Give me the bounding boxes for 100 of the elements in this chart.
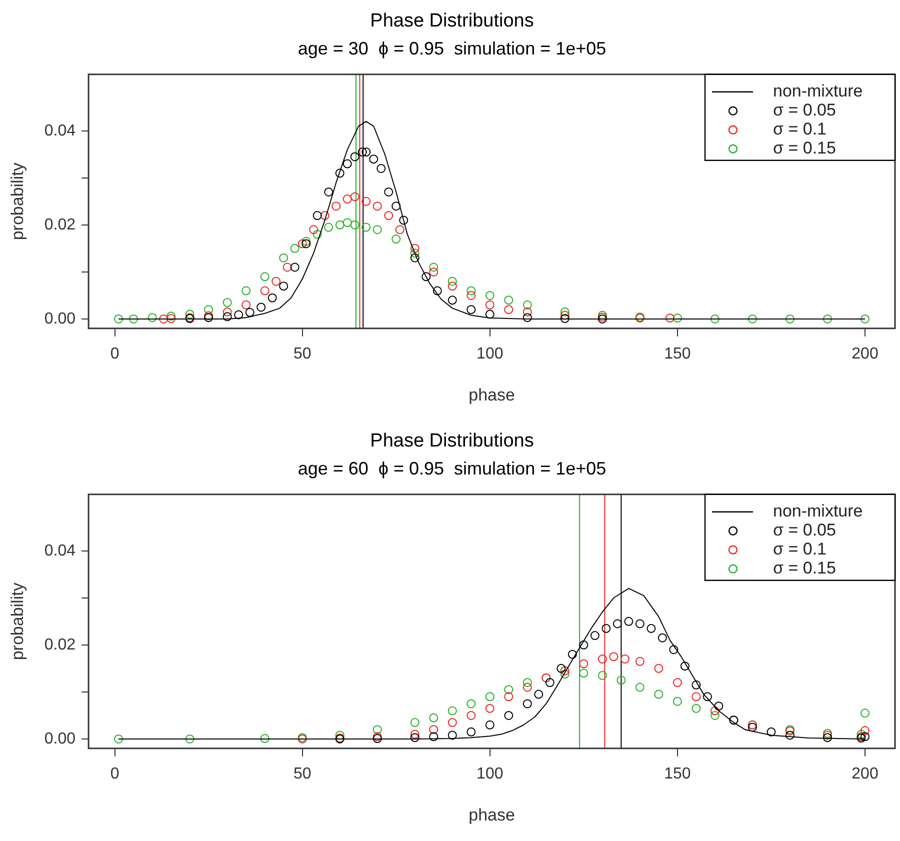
- point: [410, 253, 420, 262]
- point: [710, 706, 720, 716]
- point: [384, 187, 394, 196]
- point: [466, 286, 476, 296]
- point: [669, 645, 678, 654]
- point: [298, 239, 307, 248]
- point: [448, 282, 457, 291]
- point: [410, 730, 420, 739]
- point: [485, 692, 494, 702]
- x-tick-label: 200: [852, 345, 878, 362]
- point: [504, 305, 514, 314]
- point: [320, 211, 330, 220]
- point: [309, 225, 318, 234]
- point: [658, 633, 667, 642]
- point: [672, 696, 682, 706]
- x-axis-title: phase: [468, 805, 515, 824]
- point: [522, 307, 532, 316]
- point: [448, 296, 457, 305]
- point: [350, 220, 360, 230]
- chart-title: Phase Distributions: [370, 10, 534, 32]
- point: [710, 710, 720, 720]
- point: [279, 282, 288, 291]
- y-tick-label: 0.00: [44, 310, 76, 328]
- point: [429, 267, 438, 276]
- point: [429, 713, 438, 722]
- point: [234, 310, 244, 320]
- chart-subtitle: age = 60 ϕ = 0.95 simulation = 1e+05: [298, 458, 606, 479]
- point: [646, 624, 656, 633]
- x-tick-label: 150: [664, 345, 691, 362]
- point: [504, 710, 514, 720]
- point: [448, 730, 457, 740]
- point: [312, 230, 322, 239]
- point: [556, 664, 566, 673]
- point: [372, 725, 382, 734]
- point: [335, 168, 344, 178]
- point: [324, 187, 334, 196]
- point: [429, 262, 438, 272]
- point: [362, 222, 371, 232]
- y-axis-title: probability: [8, 582, 27, 660]
- point: [222, 298, 232, 308]
- point: [692, 704, 701, 713]
- point: [204, 305, 214, 314]
- point: [702, 692, 712, 702]
- point: [395, 225, 404, 234]
- point: [410, 718, 420, 728]
- point: [748, 314, 757, 324]
- point: [568, 650, 577, 659]
- point: [350, 152, 360, 162]
- point: [654, 664, 664, 673]
- point: [342, 194, 352, 204]
- point: [222, 307, 232, 316]
- point: [680, 662, 690, 671]
- point: [785, 314, 794, 324]
- y-tick-label: 0.02: [44, 636, 76, 654]
- point: [268, 293, 277, 302]
- point: [822, 733, 832, 742]
- point: [466, 305, 476, 314]
- point: [485, 310, 494, 319]
- point: [372, 202, 382, 211]
- point: [302, 236, 311, 246]
- x-tick-label: 100: [476, 765, 504, 782]
- point: [466, 710, 476, 720]
- point: [392, 234, 401, 244]
- point: [448, 718, 457, 728]
- point: [485, 720, 494, 730]
- legend-label: σ = 0.15: [773, 558, 836, 578]
- point: [856, 730, 866, 739]
- point: [185, 734, 194, 744]
- point: [785, 730, 794, 740]
- point: [260, 734, 270, 744]
- point: [860, 314, 870, 324]
- point: [114, 734, 124, 744]
- point: [485, 300, 494, 310]
- point: [335, 220, 344, 230]
- point: [422, 272, 431, 282]
- point: [654, 690, 664, 699]
- point: [148, 313, 157, 322]
- point: [242, 300, 251, 310]
- point: [384, 211, 394, 220]
- point: [129, 314, 138, 324]
- y-axis-title: probability: [8, 162, 27, 240]
- point: [466, 699, 476, 708]
- point: [429, 732, 438, 742]
- point: [350, 192, 360, 202]
- point: [624, 616, 634, 626]
- point: [766, 727, 776, 736]
- point: [860, 732, 870, 742]
- point: [560, 666, 570, 676]
- point: [114, 314, 124, 324]
- point: [245, 308, 254, 317]
- point: [710, 314, 720, 324]
- point: [522, 313, 532, 322]
- point: [560, 310, 570, 320]
- point: [342, 218, 352, 228]
- point: [485, 704, 494, 713]
- legend-label: σ = 0.1: [773, 540, 826, 559]
- point: [590, 631, 600, 640]
- point: [282, 262, 292, 272]
- y-tick-label: 0.04: [44, 122, 76, 140]
- point: [534, 690, 544, 699]
